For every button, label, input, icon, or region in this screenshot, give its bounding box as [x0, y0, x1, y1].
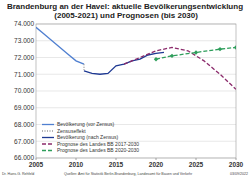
chart: Brandenburg an der Havel: aktuelle Bevöl…	[0, 0, 250, 177]
grid-line	[36, 107, 236, 108]
y-tick-label: 73.000	[14, 37, 34, 44]
grid-line	[36, 74, 236, 75]
x-tick-label: 2030	[229, 161, 244, 168]
x-tick-label: 2020	[149, 161, 164, 168]
y-tick-label: 72.000	[14, 54, 34, 61]
legend-swatch	[42, 137, 54, 138]
plot-area	[36, 27, 236, 89]
y-tick-label: 71.000	[14, 71, 34, 78]
legend: Bevölkerung (vor Zensus)ZensuseffektBevö…	[42, 121, 139, 153]
grid-line	[36, 91, 236, 92]
plot-frame	[36, 24, 236, 158]
legend-label: Prognose des Landes BB 2017-2030	[57, 141, 139, 147]
series-line	[36, 27, 84, 64]
legend-swatch	[42, 124, 54, 125]
legend-swatch	[42, 143, 54, 144]
legend-label: Bevölkerung (vor Zensus)	[57, 121, 115, 127]
marker	[218, 47, 222, 51]
annotation: Dr. Hans-G. Rehfeld	[2, 172, 34, 176]
x-tick-label: 2015	[109, 161, 124, 168]
marker	[194, 50, 198, 54]
legend-swatch	[42, 150, 54, 151]
series-line	[84, 52, 164, 74]
y-tick-label: 70.000	[14, 87, 34, 94]
annotation: Quellen: Amt für Statistik Berlin-Brande…	[64, 172, 193, 176]
annotation: 03/09/2022	[230, 172, 248, 176]
marker	[154, 57, 158, 61]
x-tick-label: 2025	[189, 161, 204, 168]
title-line: (2005-2021) und Prognosen (bis 2030)	[52, 11, 198, 20]
marker	[170, 54, 174, 58]
y-tick-label: 67.000	[14, 138, 34, 145]
grid-line	[36, 57, 236, 58]
legend-label: Zensuseffekt	[57, 128, 86, 134]
x-tick-label: 2005	[29, 161, 44, 168]
grid-line	[36, 40, 236, 41]
series-line	[124, 47, 236, 89]
legend-swatch	[42, 130, 54, 131]
marker	[234, 45, 236, 49]
y-tick-label: 68.000	[14, 121, 34, 128]
series-line	[83, 64, 84, 71]
title-line: Brandenburg an der Havel: aktuelle Bevöl…	[7, 2, 243, 11]
y-tick-label: 69.000	[14, 104, 34, 111]
legend-label: Prognose des Landes BB 2020-2030	[57, 147, 139, 153]
title: Brandenburg an der Havel: aktuelle Bevöl…	[7, 2, 243, 20]
legend-label: Bevölkerung (nach Zensus)	[57, 134, 118, 140]
x-tick-label: 2010	[69, 161, 84, 168]
y-tick-label: 74.000	[14, 20, 34, 27]
series-line	[156, 47, 236, 59]
